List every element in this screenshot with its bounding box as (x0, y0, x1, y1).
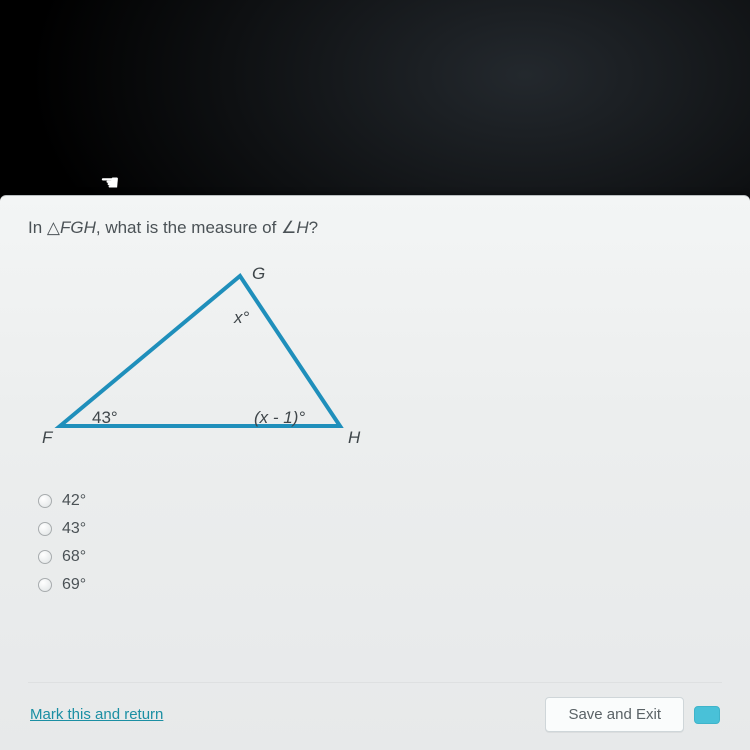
vertex-f-label: F (42, 428, 52, 448)
option-2[interactable]: 43° (38, 520, 722, 538)
footer-bar: Mark this and return Save and Exit (28, 682, 722, 750)
q-mid: , what is the measure of (96, 218, 281, 237)
option-4[interactable]: 69° (38, 576, 722, 594)
mouse-cursor-icon: ☚ (100, 170, 120, 196)
option-4-label: 69° (62, 576, 86, 594)
answer-options: 42° 43° 68° 69° (38, 492, 722, 594)
option-1[interactable]: 42° (38, 492, 722, 510)
triangle-symbol: △ (47, 218, 60, 237)
save-exit-button[interactable]: Save and Exit (545, 697, 684, 732)
q-post: ? (309, 218, 318, 237)
vertex-h-label: H (348, 428, 360, 448)
next-button[interactable] (694, 706, 720, 724)
radio-icon[interactable] (38, 522, 52, 536)
q-pre: In (28, 218, 47, 237)
angle-symbol: ∠ (281, 218, 296, 237)
question-text: In △FGH, what is the measure of ∠H? (28, 218, 722, 238)
option-3-label: 68° (62, 548, 86, 566)
option-2-label: 43° (62, 520, 86, 538)
option-1-label: 42° (62, 492, 86, 510)
triangle-svg (30, 256, 370, 466)
mark-return-link[interactable]: Mark this and return (30, 706, 163, 723)
radio-icon[interactable] (38, 550, 52, 564)
angle-g-value: x° (234, 308, 249, 328)
radio-icon[interactable] (38, 494, 52, 508)
angle-h-value: (x - 1)° (254, 408, 305, 428)
radio-icon[interactable] (38, 578, 52, 592)
angle-f-value: 43° (92, 408, 118, 428)
angle-name: H (296, 218, 308, 237)
vertex-g-label: G (252, 264, 265, 284)
triangle-shape (60, 276, 340, 426)
quiz-panel: In △FGH, what is the measure of ∠H? F G … (0, 195, 750, 750)
triangle-diagram: F G H 43° x° (x - 1)° (30, 256, 370, 466)
footer-buttons: Save and Exit (545, 697, 720, 732)
triangle-name: FGH (60, 218, 96, 237)
option-3[interactable]: 68° (38, 548, 722, 566)
